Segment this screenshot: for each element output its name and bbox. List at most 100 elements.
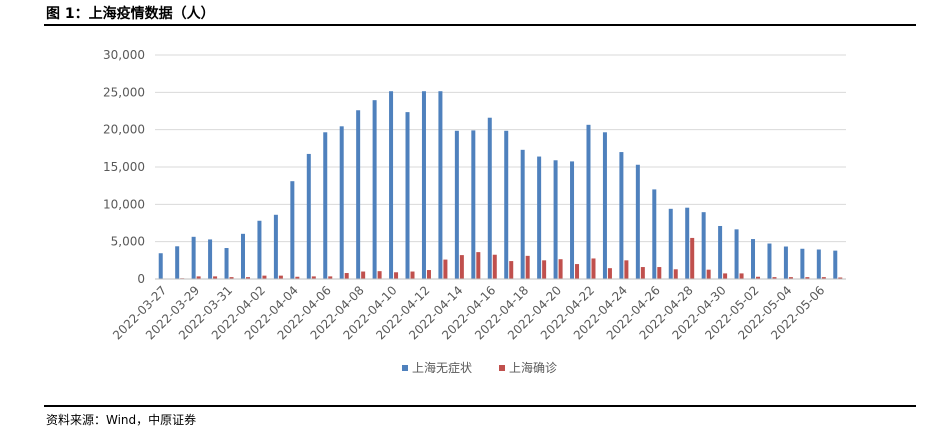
bar-asymptomatic bbox=[339, 126, 344, 279]
bar-confirmed bbox=[229, 277, 234, 279]
bar-asymptomatic bbox=[224, 248, 229, 279]
bar-confirmed bbox=[459, 255, 464, 279]
bar-asymptomatic bbox=[175, 246, 180, 279]
bar-confirmed bbox=[706, 269, 711, 279]
bars bbox=[158, 91, 843, 280]
bar-confirmed bbox=[311, 276, 316, 279]
bar-asymptomatic bbox=[306, 153, 311, 279]
bar-asymptomatic bbox=[767, 243, 772, 279]
bar-confirmed bbox=[525, 255, 530, 279]
bar-asymptomatic bbox=[751, 239, 756, 279]
bar-asymptomatic bbox=[208, 239, 213, 279]
bar-confirmed bbox=[838, 277, 843, 279]
y-axis: 0 5,000 10,000 15,000 20,000 25,000 30,000 bbox=[103, 48, 145, 286]
bar-asymptomatic bbox=[454, 130, 459, 279]
bar-asymptomatic bbox=[520, 149, 525, 279]
bar-asymptomatic bbox=[718, 225, 723, 279]
bar-asymptomatic bbox=[816, 249, 821, 279]
x-axis: 2022-03-272022-03-292022-03-312022-04-02… bbox=[110, 278, 846, 342]
y-tick-label: 10,000 bbox=[103, 197, 145, 211]
bar-confirmed bbox=[640, 267, 645, 279]
bar-asymptomatic bbox=[240, 233, 245, 279]
y-tick-label: 5,000 bbox=[111, 235, 145, 249]
bar-asymptomatic bbox=[635, 164, 640, 279]
bar-confirmed bbox=[394, 272, 399, 279]
bar-asymptomatic bbox=[586, 124, 591, 280]
bar-asymptomatic bbox=[421, 91, 426, 279]
bar-confirmed bbox=[788, 277, 793, 279]
bar-asymptomatic bbox=[833, 250, 838, 279]
bar-asymptomatic bbox=[553, 160, 558, 279]
bar-confirmed bbox=[262, 275, 267, 279]
bar-asymptomatic bbox=[389, 91, 394, 279]
gridlines bbox=[155, 54, 846, 243]
bar-asymptomatic bbox=[800, 248, 805, 279]
bar-asymptomatic bbox=[652, 189, 657, 279]
bar-chart: 0 5,000 10,000 15,000 20,000 25,000 30,000 202… bbox=[103, 48, 846, 375]
bar-confirmed bbox=[492, 254, 497, 279]
y-tick-label: 0 bbox=[137, 272, 145, 286]
bar-confirmed bbox=[624, 260, 629, 279]
bar-asymptomatic bbox=[734, 229, 739, 279]
bar-asymptomatic bbox=[405, 112, 410, 280]
bar-asymptomatic bbox=[356, 110, 361, 280]
bar-confirmed bbox=[361, 271, 366, 279]
bar-asymptomatic bbox=[323, 132, 328, 279]
bar-confirmed bbox=[377, 271, 382, 279]
legend-label: 上海确诊 bbox=[509, 360, 557, 375]
source-note: 资料来源：Wind，中原证券 bbox=[46, 413, 197, 427]
bar-asymptomatic bbox=[504, 130, 509, 279]
bar-confirmed bbox=[410, 271, 415, 279]
top-rule bbox=[44, 24, 916, 26]
legend-swatch bbox=[402, 365, 408, 371]
bar-confirmed bbox=[723, 273, 728, 279]
bar-asymptomatic bbox=[487, 117, 492, 279]
bar-confirmed bbox=[344, 273, 349, 279]
bar-confirmed bbox=[756, 276, 761, 279]
bar-asymptomatic bbox=[537, 156, 542, 279]
bar-confirmed bbox=[591, 258, 596, 279]
bar-confirmed bbox=[278, 275, 283, 279]
bar-confirmed bbox=[295, 276, 300, 279]
bar-confirmed bbox=[328, 276, 333, 279]
y-tick-label: 30,000 bbox=[103, 48, 145, 62]
bar-confirmed bbox=[657, 267, 662, 279]
bar-asymptomatic bbox=[701, 212, 706, 279]
y-tick-label: 15,000 bbox=[103, 160, 145, 174]
legend-swatch bbox=[499, 365, 505, 371]
bar-confirmed bbox=[509, 261, 514, 279]
bar-confirmed bbox=[772, 277, 777, 279]
legend: 上海无症状 上海确诊 bbox=[402, 360, 557, 375]
bar-asymptomatic bbox=[668, 208, 673, 279]
bar-asymptomatic bbox=[273, 214, 278, 279]
bar-asymptomatic bbox=[570, 161, 575, 279]
bar-asymptomatic bbox=[685, 207, 690, 279]
bar-confirmed bbox=[213, 276, 218, 279]
bar-asymptomatic bbox=[158, 253, 163, 279]
bar-confirmed bbox=[196, 276, 201, 279]
bar-asymptomatic bbox=[290, 181, 295, 279]
bar-asymptomatic bbox=[438, 91, 443, 279]
bar-confirmed bbox=[542, 260, 547, 279]
bar-confirmed bbox=[426, 270, 431, 279]
bar-confirmed bbox=[607, 268, 612, 279]
bar-asymptomatic bbox=[602, 132, 607, 279]
bottom-rule bbox=[44, 405, 916, 407]
bar-asymptomatic bbox=[471, 130, 476, 279]
legend-item: 上海确诊 bbox=[499, 360, 557, 375]
bar-confirmed bbox=[739, 273, 744, 279]
bar-asymptomatic bbox=[372, 100, 377, 279]
legend-item: 上海无症状 bbox=[402, 360, 472, 375]
bar-asymptomatic bbox=[619, 152, 624, 279]
figure-title: 图 1：上海疫情数据（人） bbox=[46, 6, 215, 22]
bar-asymptomatic bbox=[191, 236, 196, 279]
bar-confirmed bbox=[443, 259, 448, 279]
bar-asymptomatic bbox=[783, 246, 788, 279]
legend-label: 上海无症状 bbox=[412, 360, 472, 375]
bar-confirmed bbox=[821, 277, 826, 279]
bar-confirmed bbox=[558, 259, 563, 279]
bar-confirmed bbox=[575, 264, 580, 279]
bar-confirmed bbox=[673, 269, 678, 279]
bar-confirmed bbox=[690, 237, 695, 279]
bar-asymptomatic bbox=[257, 220, 262, 279]
